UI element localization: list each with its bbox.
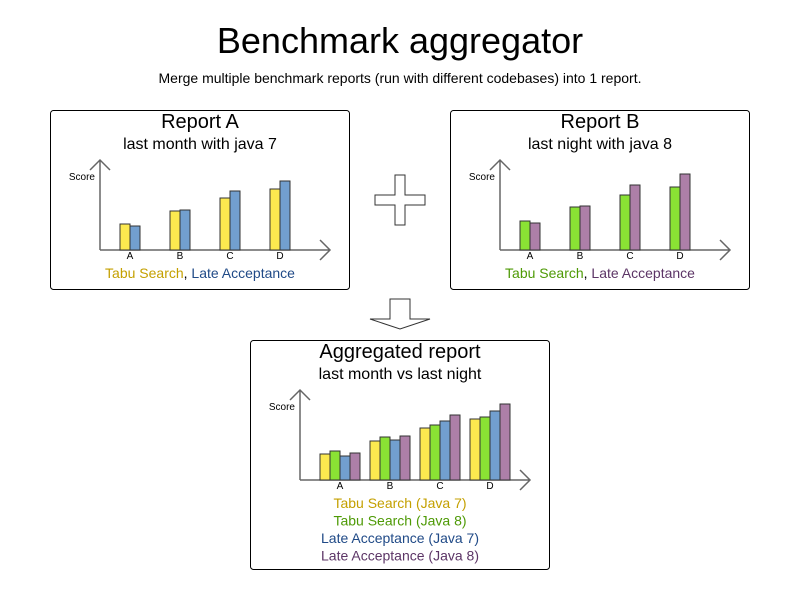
bar-tabu7-D — [469, 418, 481, 481]
category-label: B — [177, 251, 184, 262]
bar-late8-D — [499, 403, 511, 481]
category-label: B — [387, 481, 394, 492]
bar-tabu8-D — [669, 186, 681, 251]
bar-tabu7-C — [219, 197, 231, 251]
category-label: C — [226, 251, 233, 262]
bar-tabu7-A — [319, 453, 331, 481]
y-axis-label: Score — [269, 402, 296, 413]
bar-late8-B — [399, 435, 411, 481]
bar-late7-A — [339, 455, 351, 481]
page-subtitle: Merge multiple benchmark reports (run wi… — [159, 70, 642, 86]
bar-tabu8-B — [569, 206, 581, 251]
category-label: B — [577, 251, 584, 262]
report-subtitle: last night with java 8 — [528, 136, 672, 153]
report-subtitle: last month vs last night — [319, 366, 482, 383]
bar-tabu8-B — [379, 436, 391, 481]
category-label: A — [527, 251, 534, 262]
bar-tabu8-A — [329, 450, 341, 481]
bar-tabu8-A — [519, 220, 531, 251]
bar-late8-D — [679, 173, 691, 251]
y-axis — [89, 158, 111, 250]
legend-separator: , — [184, 265, 192, 281]
legend-item-late8: Late Acceptance — [591, 265, 695, 281]
bar-tabu8-C — [619, 194, 631, 251]
y-axis — [289, 388, 311, 480]
bar-tabu7-C — [419, 427, 431, 481]
category-label: C — [626, 251, 633, 262]
report-agg-panel: Aggregated report last month vs last nigh… — [250, 340, 550, 570]
legend-item-tabu8: Tabu Search (Java 8) — [333, 513, 466, 529]
arrow-down-icon — [369, 298, 431, 330]
bar-tabu7-D — [269, 188, 281, 251]
page-title: Benchmark aggregator — [217, 20, 583, 61]
y-axis-label: Score — [469, 172, 496, 183]
bar-late8-A — [349, 452, 361, 481]
bar-tabu7-B — [169, 210, 181, 251]
category-label: A — [337, 481, 344, 492]
legend-item-tabu7: Tabu Search — [105, 265, 184, 281]
category-label: D — [676, 251, 683, 262]
bar-late8-C — [449, 414, 461, 481]
plus-icon — [374, 174, 426, 226]
report-subtitle: last month with java 7 — [123, 136, 277, 153]
legend: Tabu Search, Late Acceptance — [105, 265, 295, 281]
bar-late7-C — [229, 190, 241, 251]
bar-late8-C — [629, 184, 641, 251]
bar-tabu7-A — [119, 223, 131, 251]
bar-tabu8-C — [429, 424, 441, 481]
category-label: C — [436, 481, 443, 492]
legend-item-tabu8: Tabu Search — [505, 265, 584, 281]
legend-item-late7: Late Acceptance — [191, 265, 295, 281]
category-label: D — [276, 251, 283, 262]
legend: Tabu Search, Late Acceptance — [505, 265, 695, 281]
bar-late7-B — [389, 439, 401, 481]
category-label: D — [486, 481, 493, 492]
legend-item-late8: Late Acceptance (Java 8) — [321, 548, 479, 564]
category-label: A — [127, 251, 134, 262]
report-title: Report B — [561, 111, 640, 133]
bar-tabu8-D — [479, 416, 491, 481]
bar-late8-A — [529, 222, 541, 251]
bar-tabu7-B — [369, 440, 381, 481]
y-axis — [489, 158, 511, 250]
bar-late7-D — [489, 410, 501, 481]
bar-late7-C — [439, 420, 451, 481]
legend-item-late7: Late Acceptance (Java 7) — [321, 530, 479, 546]
legend-separator: , — [584, 265, 592, 281]
bar-late8-B — [579, 205, 591, 251]
bar-late7-A — [129, 225, 141, 251]
report-title: Aggregated report — [319, 341, 481, 363]
y-axis-label: Score — [69, 172, 96, 183]
bar-late7-D — [279, 180, 291, 251]
report-title: Report A — [161, 111, 239, 133]
legend-item-tabu7: Tabu Search (Java 7) — [333, 495, 466, 511]
bar-late7-B — [179, 209, 191, 251]
